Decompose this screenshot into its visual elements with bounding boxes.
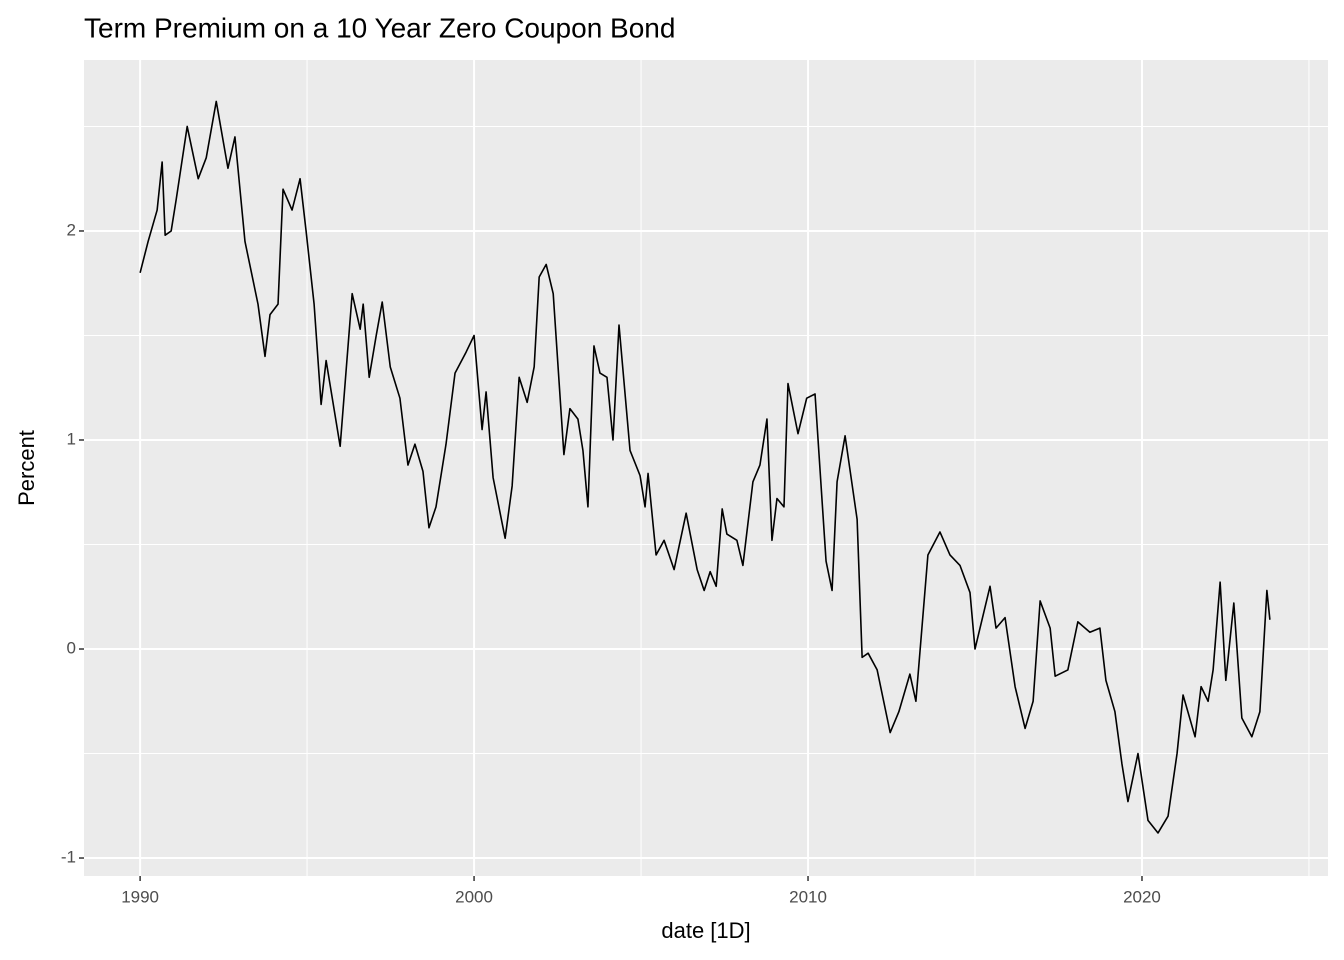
y-tick-label: 2 xyxy=(67,220,76,239)
chart-title: Term Premium on a 10 Year Zero Coupon Bo… xyxy=(84,12,675,43)
x-tick-label: 1990 xyxy=(121,887,159,906)
data-line xyxy=(139,100,1271,834)
y-tick-label: 0 xyxy=(67,638,76,657)
y-axis-label: Percent xyxy=(14,430,39,506)
x-tick-label: 2000 xyxy=(455,887,493,906)
x-tick-label: 2010 xyxy=(789,887,827,906)
y-tick-label: 1 xyxy=(67,429,76,448)
y-tick-label: -1 xyxy=(61,848,76,867)
panel xyxy=(84,60,1328,876)
x-tick-label: 2020 xyxy=(1123,887,1161,906)
x-axis-label: date [1D] xyxy=(661,918,750,943)
